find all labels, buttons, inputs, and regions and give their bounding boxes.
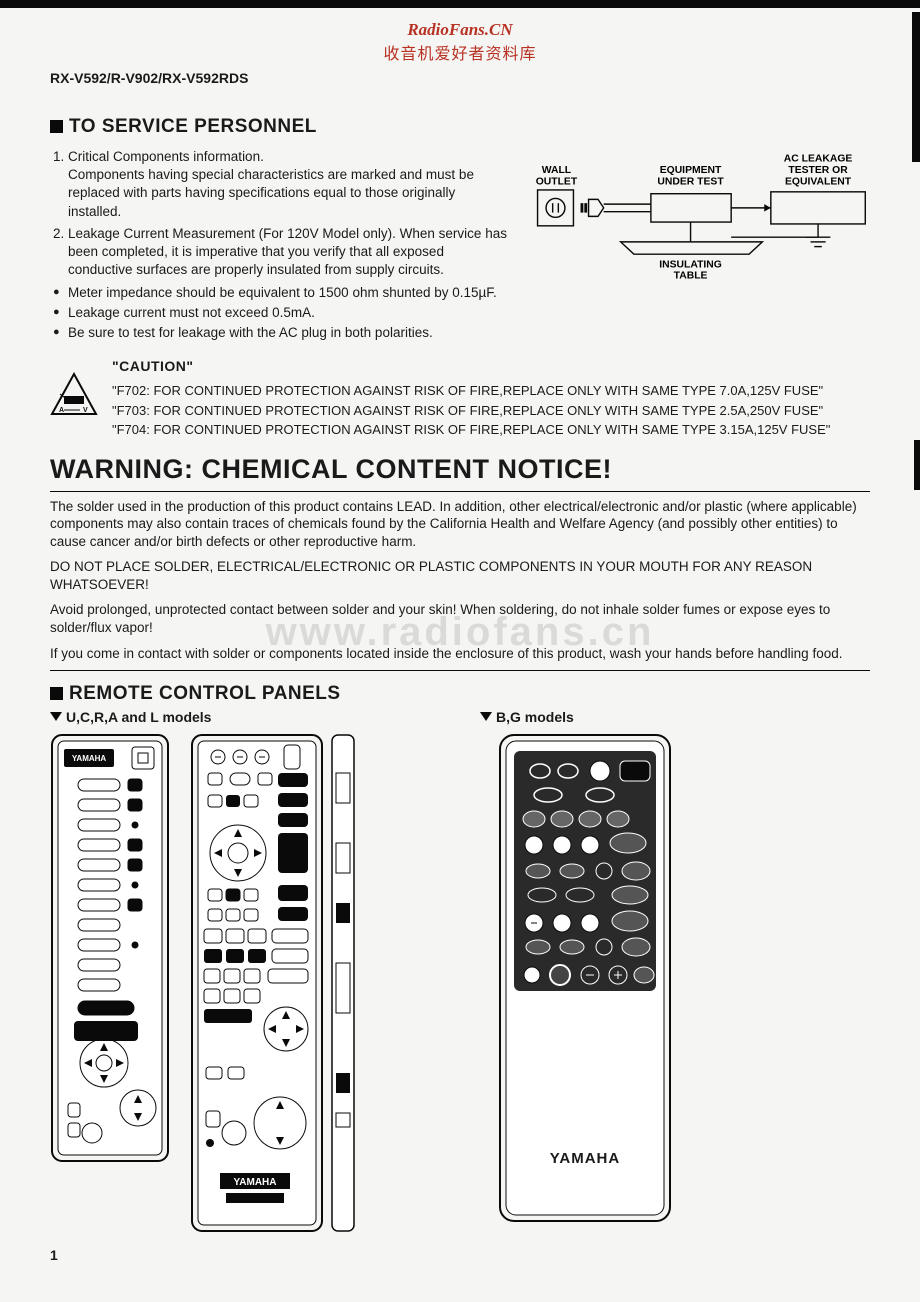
caution-f704: "F704: FOR CONTINUED PROTECTION AGAINST …: [112, 420, 870, 440]
model-number: RX-V592/R-V902/RX-V592RDS: [50, 70, 870, 86]
watermark-tagline: 收音机爱好者资料库: [50, 40, 870, 64]
svg-text:INSULATINGTABLE: INSULATINGTABLE: [659, 259, 722, 281]
caution-title: "CAUTION": [112, 356, 870, 377]
square-bullet-icon: [50, 120, 63, 133]
models-left-label: U,C,R,A and L models: [50, 709, 480, 725]
remote-illustration-3: YAMAHA: [460, 733, 710, 1223]
models-right-text: B,G models: [496, 709, 574, 725]
divider: [50, 491, 870, 492]
remote-heading: REMOTE CONTROL PANELS: [50, 683, 870, 705]
svg-text:YAMAHA: YAMAHA: [234, 1177, 277, 1188]
watermark-site: RadioFans.CN: [50, 20, 870, 40]
warning-p4: If you come in contact with solder or co…: [50, 645, 870, 663]
service-heading-text: TO SERVICE PERSONNEL: [69, 116, 317, 137]
warning-heading: WARNING: CHEMICAL CONTENT NOTICE!: [50, 454, 870, 485]
remote-illustration-1: YAMAHA: [50, 733, 170, 1163]
warning-p2: DO NOT PLACE SOLDER, ELECTRICAL/ELECTRON…: [50, 558, 870, 593]
service-text-column: Critical Components information. Compone…: [50, 148, 510, 344]
models-right-label: B,G models: [480, 709, 574, 725]
svg-text:EQUIPMENTUNDER TEST: EQUIPMENTUNDER TEST: [657, 165, 724, 187]
warning-p1: The solder used in the production of thi…: [50, 498, 870, 551]
service-heading: TO SERVICE PERSONNEL: [50, 116, 870, 138]
top-border: [0, 0, 920, 8]
service-bullet-1: Meter impedance should be equivalent to …: [50, 284, 510, 302]
triangle-down-icon: [50, 712, 62, 721]
svg-text:A: A: [59, 407, 64, 414]
page-number: 1: [50, 1247, 870, 1263]
svg-text:WALLOUTLET: WALLOUTLET: [536, 165, 578, 187]
svg-text:YAMAHA: YAMAHA: [72, 754, 107, 763]
svg-text:YAMAHA: YAMAHA: [550, 1150, 620, 1167]
models-left-text: U,C,R,A and L models: [66, 709, 211, 725]
caution-f703: "F703: FOR CONTINUED PROTECTION AGAINST …: [112, 401, 870, 421]
warning-p3: Avoid prolonged, unprotected contact bet…: [50, 601, 870, 636]
service-bullet-3: Be sure to test for leakage with the AC …: [50, 324, 510, 342]
triangle-down-icon: [480, 712, 492, 721]
service-bullet-2: Leakage current must not exceed 0.5mA.: [50, 304, 510, 322]
svg-text:V: V: [83, 407, 88, 414]
divider: [50, 670, 870, 671]
watermark-header: RadioFans.CN 收音机爱好者资料库: [50, 20, 870, 64]
svg-text:AC LEAKAGETESTER OREQUIVALENT: AC LEAKAGETESTER OREQUIVALENT: [784, 154, 853, 188]
remote-heading-text: REMOTE CONTROL PANELS: [69, 683, 341, 704]
service-item-1: Critical Components information. Compone…: [68, 148, 510, 221]
leakage-diagram: .t { font: bold 11px Arial; } .s { fill:…: [530, 148, 870, 344]
caution-triangle-icon: A V: [50, 372, 98, 421]
caution-f702: "F702: FOR CONTINUED PROTECTION AGAINST …: [112, 381, 870, 401]
square-bullet-icon: [50, 687, 63, 700]
remote-illustration-2: YAMAHA: [190, 733, 360, 1233]
service-item-2: Leakage Current Measurement (For 120V Mo…: [68, 225, 510, 280]
